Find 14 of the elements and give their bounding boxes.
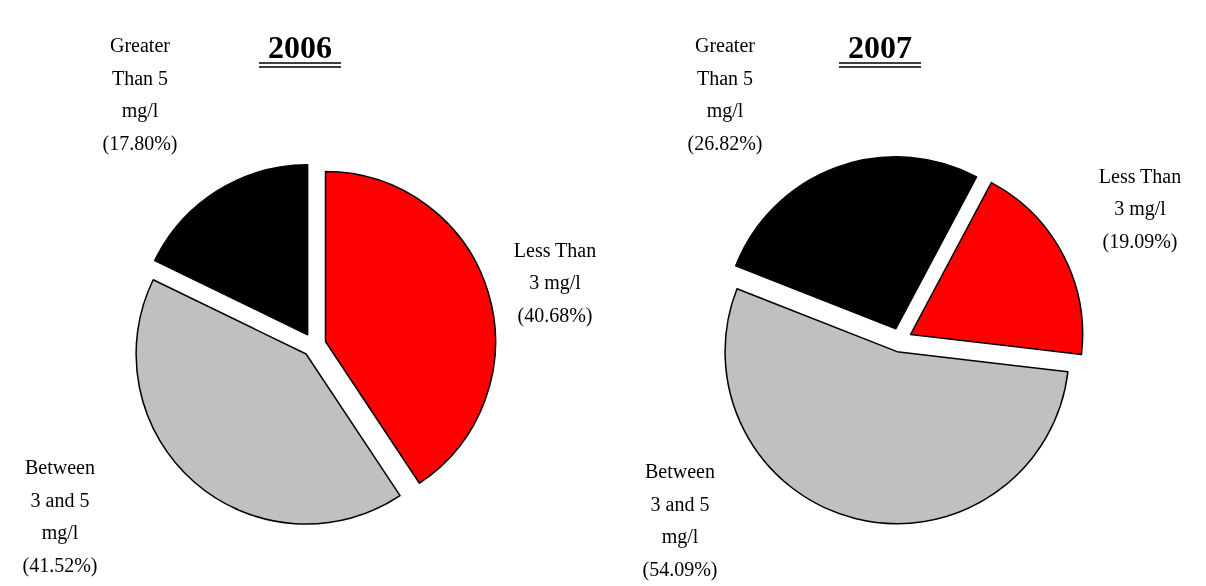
- data-label: (26.82%): [687, 131, 763, 155]
- slice-label: Greater Than 5 mg/l: [695, 34, 756, 123]
- chart-title: 2006: [268, 29, 332, 65]
- slice-label: Greater Than 5 mg/l: [110, 34, 171, 123]
- data-label: (17.80%): [102, 131, 178, 155]
- data-label: (19.09%): [1102, 229, 1178, 253]
- slice-label: Between 3 and 5 mg/l: [645, 460, 715, 549]
- data-label: (41.52%): [22, 553, 98, 577]
- chart-title: 2007: [848, 29, 912, 65]
- slice-label: Between 3 and 5 mg/l: [25, 456, 95, 545]
- data-label: (40.68%): [517, 303, 593, 327]
- slice-label: Less Than 3 mg/l: [1098, 164, 1182, 220]
- data-label: (54.09%): [642, 557, 718, 581]
- slice-label: Less Than 3 mg/l: [513, 238, 597, 294]
